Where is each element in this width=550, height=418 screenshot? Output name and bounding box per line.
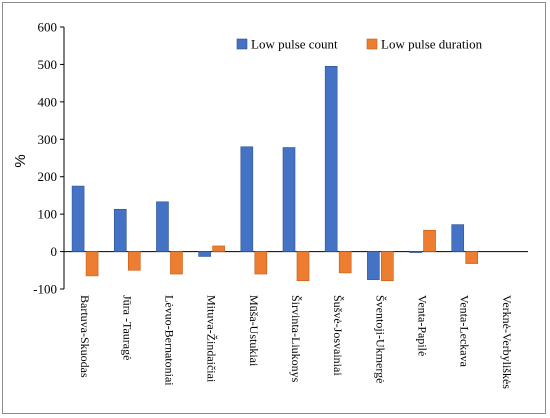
- bars: [71, 65, 479, 282]
- x-category-label: Verknė-Verbyliškės: [500, 295, 514, 389]
- x-category-label: Bartuva-Skuodas: [78, 295, 92, 378]
- bar-low-pulse-count: [240, 146, 254, 252]
- y-tick-label: 400: [38, 94, 58, 109]
- bar-low-pulse-count: [409, 251, 422, 253]
- x-category-label: Mituva-Žindaičiai: [205, 295, 219, 383]
- x-category-label: Jūra -Tauragė: [120, 295, 134, 360]
- legend-label: Low pulse duration: [381, 37, 483, 52]
- legend-swatch: [236, 38, 248, 50]
- bar-low-pulse-count: [282, 147, 296, 252]
- y-tick-labels: -100 0 100 200 300 400 500 600: [33, 20, 57, 297]
- bar-low-pulse-duration: [212, 245, 225, 252]
- y-tick-label: 300: [38, 132, 58, 147]
- bar-low-pulse-duration: [338, 251, 352, 274]
- y-tick-label: 0: [51, 244, 58, 259]
- bar-low-pulse-duration: [127, 251, 141, 271]
- bar-low-pulse-count: [198, 251, 211, 257]
- x-category-labels: Bartuva-Skuodas Jūra -Tauragė Lėvuo-Bernat…: [78, 295, 514, 389]
- bar-low-pulse-count: [367, 251, 380, 280]
- y-tick-label: 600: [38, 20, 58, 35]
- x-category-label: Šventoji-Ukmergė: [373, 295, 387, 383]
- y-tick-label: 100: [38, 207, 58, 222]
- legend-swatch: [366, 38, 378, 50]
- bar-low-pulse-count: [156, 201, 169, 252]
- bar-chart: -100 0 100 200 300 400 500 600 Bartuva-Skuodas J…: [12, 20, 528, 389]
- y-tick-label: -100: [33, 282, 57, 297]
- x-category-label: Lėvuo-Bernatoniai: [162, 295, 176, 386]
- y-axis-label: %: [12, 154, 29, 167]
- legend-label: Low pulse count: [251, 37, 338, 52]
- x-category-label: Venta-Leckava: [458, 295, 472, 368]
- bar-low-pulse-duration: [465, 251, 479, 264]
- x-category-label: Šušvė-Josvainiai: [331, 295, 345, 376]
- y-tick-label: 200: [38, 169, 58, 184]
- bar-low-pulse-count: [113, 208, 127, 252]
- x-category-label: Mūša-Ustukiai: [247, 295, 261, 367]
- x-category-label: Venta-Papilė: [416, 295, 430, 356]
- axes: [60, 26, 528, 290]
- bar-low-pulse-duration: [254, 251, 268, 275]
- bar-low-pulse-duration: [423, 229, 436, 252]
- bar-low-pulse-duration: [296, 251, 310, 282]
- x-category-label: Širvinta-Liukonys: [289, 295, 303, 383]
- bar-low-pulse-duration: [170, 251, 183, 275]
- chart-frame: -100 0 100 200 300 400 500 600 Bartuva-Skuodas J…: [2, 2, 546, 414]
- bar-low-pulse-count: [451, 224, 465, 252]
- bar-low-pulse-duration: [85, 251, 99, 277]
- bar-low-pulse-duration: [381, 251, 394, 282]
- bar-low-pulse-count: [71, 185, 85, 252]
- bar-low-pulse-count: [324, 65, 338, 252]
- y-tick-label: 500: [38, 57, 58, 72]
- legend: Low pulse count Low pulse duration: [236, 37, 483, 52]
